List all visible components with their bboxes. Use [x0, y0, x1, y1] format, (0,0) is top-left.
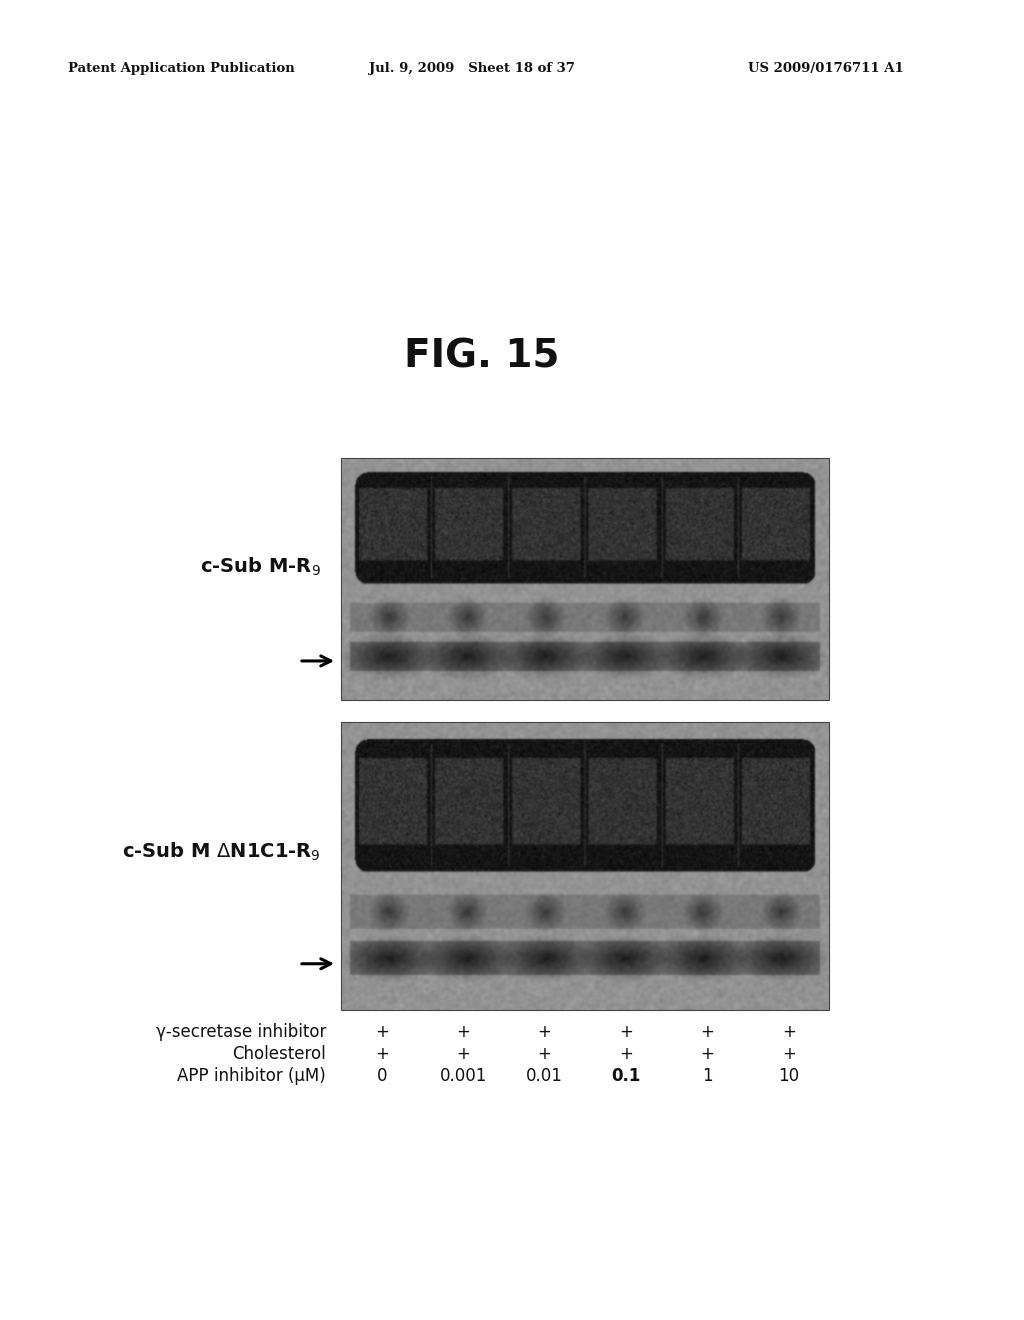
Text: Jul. 9, 2009   Sheet 18 of 37: Jul. 9, 2009 Sheet 18 of 37: [369, 62, 574, 75]
Text: +: +: [781, 1023, 796, 1041]
Text: 1: 1: [702, 1068, 713, 1085]
Text: Cholesterol: Cholesterol: [232, 1045, 326, 1063]
Text: +: +: [618, 1023, 633, 1041]
Text: +: +: [456, 1045, 470, 1063]
Text: +: +: [700, 1045, 715, 1063]
Text: 0: 0: [377, 1068, 387, 1085]
Text: c-Sub M $\Delta$N1C1-R$_9$: c-Sub M $\Delta$N1C1-R$_9$: [122, 841, 321, 863]
Text: US 2009/0176711 A1: US 2009/0176711 A1: [748, 62, 903, 75]
Text: 10: 10: [778, 1068, 800, 1085]
Text: +: +: [375, 1045, 389, 1063]
Text: γ-secretase inhibitor: γ-secretase inhibitor: [156, 1023, 326, 1041]
Text: 0.01: 0.01: [526, 1068, 563, 1085]
Text: +: +: [781, 1045, 796, 1063]
Text: +: +: [375, 1023, 389, 1041]
Text: +: +: [538, 1045, 552, 1063]
Bar: [341, 458, 829, 700]
Text: APP inhibitor (μM): APP inhibitor (μM): [177, 1068, 326, 1085]
Text: 0.001: 0.001: [439, 1068, 486, 1085]
Bar: [341, 722, 829, 1010]
Text: 0.1: 0.1: [611, 1068, 641, 1085]
Text: +: +: [618, 1045, 633, 1063]
Text: +: +: [538, 1023, 552, 1041]
Text: +: +: [700, 1023, 715, 1041]
Text: FIG. 15: FIG. 15: [403, 338, 559, 375]
Text: Patent Application Publication: Patent Application Publication: [68, 62, 294, 75]
Text: c-Sub M-R$_9$: c-Sub M-R$_9$: [201, 556, 321, 578]
Text: +: +: [456, 1023, 470, 1041]
